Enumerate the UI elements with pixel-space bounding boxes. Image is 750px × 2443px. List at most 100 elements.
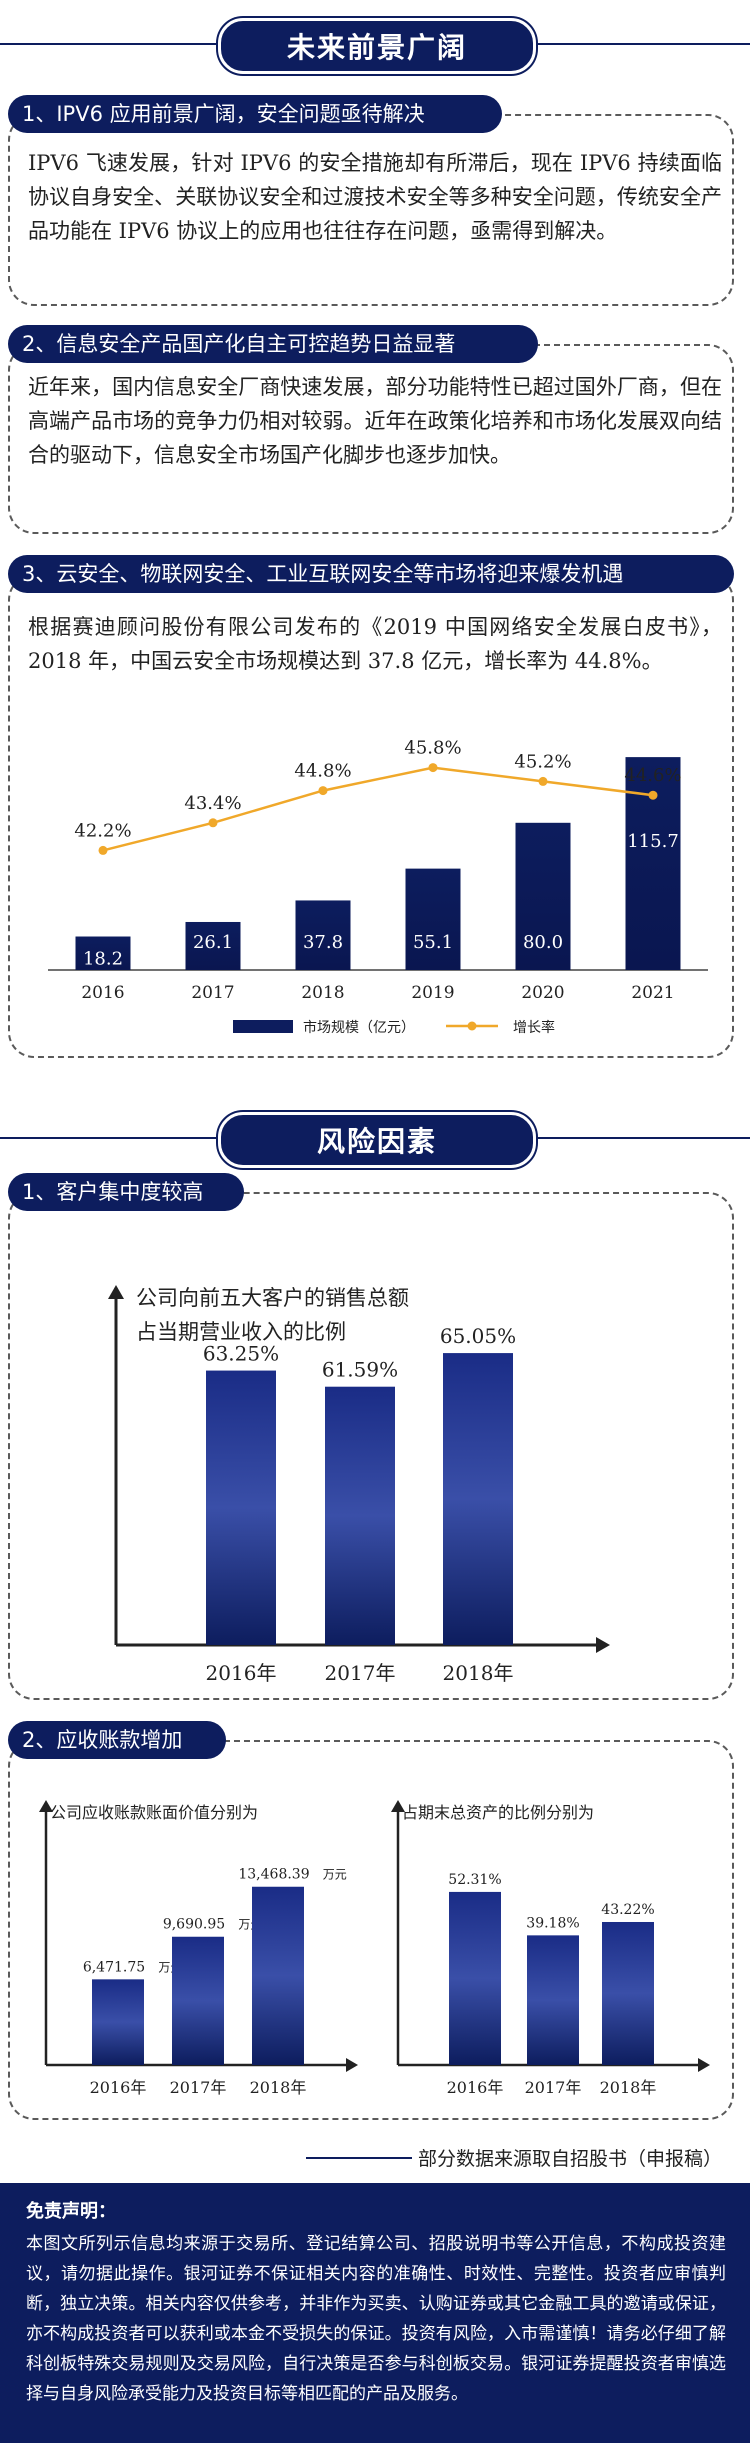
source-note-rule — [306, 2157, 412, 2159]
bar — [252, 1886, 304, 2065]
bar — [602, 1921, 654, 2065]
bar-value-label: 63.25% — [203, 1342, 279, 1366]
bar — [527, 1935, 579, 2065]
bar-value-label: 52.31% — [448, 1872, 501, 1888]
header-rule-left — [0, 43, 222, 45]
growth-rate-point — [98, 845, 108, 855]
x-tick-label: 2020 — [521, 983, 564, 1003]
x-axis-arrow — [698, 2058, 710, 2072]
header-rule-left — [0, 1137, 222, 1139]
section3-tag: 3、云安全、物联网安全、工业互联网安全等市场将迎来爆发机遇 — [8, 555, 734, 593]
x-tick-label: 2018年 — [600, 2078, 657, 2097]
disclaimer-title: 免责声明： — [26, 2201, 116, 2222]
section2-tag: 2、信息安全产品国产化自主可控趋势日益显著 — [8, 325, 538, 363]
y-axis-arrow — [391, 1800, 405, 1812]
x-tick-label: 2016年 — [447, 2078, 504, 2097]
bar — [92, 1979, 144, 2065]
market-size-bar — [75, 936, 131, 970]
x-axis-arrow — [596, 1637, 610, 1653]
bar-value-label: 80.0 — [523, 932, 563, 953]
chart-title-line2: 占当期营业收入的比例 — [136, 1320, 346, 1344]
section1-tag: 1、IPV6 应用前景广阔，安全问题亟待解决 — [8, 95, 502, 133]
market-size-bar — [515, 822, 571, 970]
section1-text: IPV6 飞速发展，针对 IPV6 的安全措施却有所滞后，现在 IPV6 持续面… — [28, 151, 722, 243]
x-tick-label: 2016年 — [90, 2078, 147, 2097]
y-axis-arrow — [39, 1800, 53, 1812]
x-tick-label: 2016 — [81, 983, 124, 1003]
growth-rate-label: 44.6% — [624, 765, 681, 786]
bar-value-label: 6,471.75 — [83, 1959, 145, 1975]
header-rule-right — [528, 43, 750, 45]
x-tick-label: 2018年 — [250, 2078, 307, 2097]
cloud-security-chart: 18.2 2016 26.1 2017 37.8 2018 55.1 2019 80.0 2020… — [48, 738, 708, 1036]
section3-text: 根据赛迪顾问股份有限公司发布的《2019 中国网络安全发展白皮书》，2018 年… — [28, 615, 722, 673]
growth-rate-point — [648, 790, 658, 800]
growth-rate-point — [538, 776, 548, 786]
bar-value-label: 18.2 — [83, 949, 123, 970]
legend-bar-label: 市场规模（亿元） — [303, 1019, 415, 1036]
section5-box — [8, 1740, 734, 2120]
bar-value-label: 39.18% — [526, 1915, 579, 1931]
x-tick-label: 2016年 — [206, 1661, 277, 1685]
x-tick-label: 2017年 — [525, 2078, 582, 2097]
growth-rate-label: 44.8% — [294, 761, 351, 782]
header-title: 未来前景广阔 — [218, 18, 536, 74]
section-header-risk: 风险因素 — [0, 1108, 750, 1168]
y-axis-arrow — [108, 1285, 124, 1299]
section4-tag: 1、客户集中度较高 — [8, 1173, 244, 1211]
x-tick-label: 2018 — [301, 983, 344, 1003]
bar-value-label: 55.1 — [413, 932, 453, 953]
header-title: 风险因素 — [218, 1112, 536, 1168]
customer-ratio-bar — [443, 1353, 513, 1645]
x-tick-label: 2021 — [631, 983, 674, 1003]
bar-value-label: 9,690.95 — [163, 1917, 225, 1933]
growth-rate-point — [318, 786, 328, 796]
legend-bar-swatch — [233, 1020, 293, 1033]
bar-value-label: 65.05% — [440, 1324, 516, 1348]
chart-title: 占期末总资产的比例分别为 — [402, 1803, 594, 1822]
x-tick-label: 2018年 — [443, 1661, 514, 1685]
bar-value-label: 37.8 — [303, 932, 343, 953]
x-tick-label: 2017年 — [170, 2078, 227, 2097]
disclaimer-text: 本图文所列示信息均来源于交易所、登记结算公司、招股说明书等公开信息，不构成投资建… — [26, 2234, 726, 2404]
growth-rate-line — [102, 766, 654, 852]
bar-value-label: 43.22% — [601, 1902, 654, 1918]
bar-value-label: 61.59% — [322, 1358, 398, 1382]
x-tick-label: 2017 — [191, 983, 234, 1003]
market-size-bar — [405, 868, 461, 970]
growth-rate-label: 42.2% — [74, 820, 131, 841]
growth-rate-point — [428, 763, 438, 773]
header-rule-right — [528, 1137, 750, 1139]
bar-unit-label: 万元 — [323, 1868, 347, 1882]
market-size-bar — [295, 900, 351, 970]
chart-title: 公司应收账款账面价值分别为 — [50, 1803, 258, 1822]
x-axis-arrow — [346, 2058, 358, 2072]
bar-value-label: 115.7 — [627, 831, 679, 852]
section-header-future: 未来前景广阔 — [0, 14, 750, 74]
section5-tag: 2、应收账款增加 — [8, 1721, 226, 1759]
x-tick-label: 2017年 — [325, 1661, 396, 1685]
legend-line-label: 增长率 — [513, 1019, 555, 1036]
chart-title-line1: 公司向前五大客户的销售总额 — [136, 1286, 409, 1310]
customer-ratio-bar — [206, 1370, 276, 1645]
source-note: 部分数据来源取自招股书（申报稿） — [418, 2148, 723, 2170]
receivables-ratio-chart: 占期末总资产的比例分别为 52.31% 2016年 39.18% 2017年 43.22%… — [391, 1800, 710, 2097]
growth-rate-point — [208, 818, 218, 828]
legend-line-marker — [467, 1021, 477, 1031]
growth-rate-label: 45.2% — [514, 751, 571, 772]
bar — [172, 1936, 224, 2065]
section2-text: 近年来，国内信息安全厂商快速发展，部分功能特性已超过国外厂商，但在高端产品市场的… — [28, 375, 722, 467]
disclaimer-panel: 免责声明： 本图文所列示信息均来源于交易所、登记结算公司、招股说明书等公开信息，… — [0, 2183, 750, 2443]
market-size-bar — [185, 921, 241, 970]
section4-box — [8, 1192, 734, 1700]
market-size-bar — [625, 757, 681, 970]
bar-value-label: 26.1 — [193, 932, 233, 953]
bar-value-label: 13,468.39 — [238, 1867, 309, 1883]
growth-rate-label: 45.8% — [404, 738, 461, 759]
customer-ratio-bar — [325, 1386, 395, 1645]
x-tick-label: 2019 — [411, 983, 454, 1003]
bar — [449, 1891, 501, 2065]
growth-rate-label: 43.4% — [184, 793, 241, 814]
